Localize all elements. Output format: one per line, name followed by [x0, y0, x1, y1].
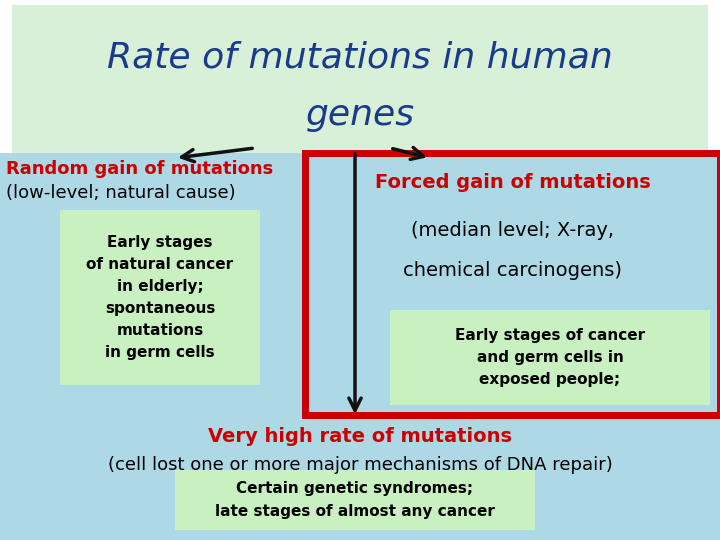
Text: Random gain of mutations: Random gain of mutations — [6, 160, 274, 178]
FancyBboxPatch shape — [60, 210, 260, 385]
Text: Early stages of cancer
and germ cells in
exposed people;: Early stages of cancer and germ cells in… — [455, 328, 645, 387]
Text: Early stages
of natural cancer
in elderly;
spontaneous
mutations
in germ cells: Early stages of natural cancer in elderl… — [86, 234, 233, 361]
FancyBboxPatch shape — [0, 415, 720, 540]
Text: (low-level; natural cause): (low-level; natural cause) — [6, 184, 235, 202]
Text: Certain genetic syndromes;
late stages of almost any cancer: Certain genetic syndromes; late stages o… — [215, 481, 495, 518]
FancyBboxPatch shape — [175, 470, 535, 530]
FancyBboxPatch shape — [0, 153, 305, 415]
Text: (median level; X-ray,: (median level; X-ray, — [411, 221, 614, 240]
Text: Very high rate of mutations: Very high rate of mutations — [208, 428, 512, 447]
Text: Rate of mutations in human: Rate of mutations in human — [107, 40, 613, 74]
FancyBboxPatch shape — [305, 153, 720, 415]
FancyBboxPatch shape — [12, 5, 708, 153]
FancyBboxPatch shape — [390, 310, 710, 405]
Text: (cell lost one or more major mechanisms of DNA repair): (cell lost one or more major mechanisms … — [107, 456, 613, 474]
Text: Forced gain of mutations: Forced gain of mutations — [374, 173, 650, 192]
Text: chemical carcinogens): chemical carcinogens) — [403, 261, 622, 280]
Text: genes: genes — [305, 98, 415, 132]
